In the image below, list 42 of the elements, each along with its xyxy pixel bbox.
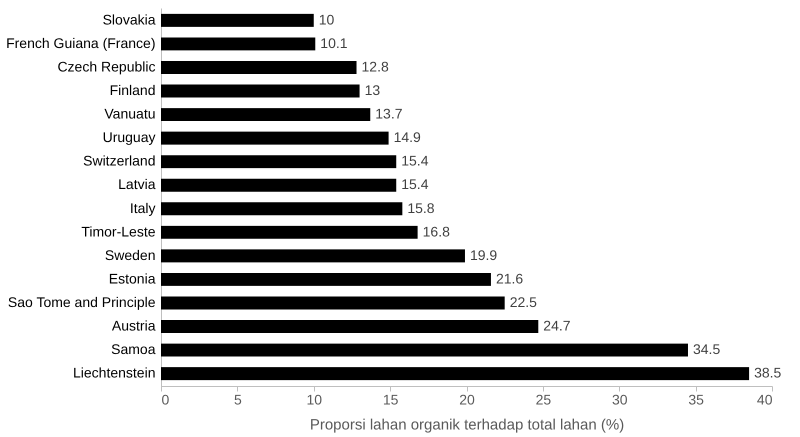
data-label: 38.5 bbox=[754, 364, 782, 381]
y-tick-label: French Guiana (France) bbox=[6, 34, 156, 51]
data-label: 24.7 bbox=[543, 318, 571, 334]
y-tick-label: Estonia bbox=[108, 270, 156, 286]
x-tick-label: 10 bbox=[306, 392, 322, 408]
data-label: 15.8 bbox=[407, 200, 435, 216]
x-axis-title: Proporsi lahan organik terhadap total lahan (%) bbox=[310, 416, 624, 434]
y-tick-label: Slovakia bbox=[102, 11, 156, 28]
y-tick-label: Latvia bbox=[118, 176, 156, 192]
data-label: 12.8 bbox=[362, 58, 389, 74]
data-label: 14.9 bbox=[394, 129, 422, 146]
data-label: 13 bbox=[364, 82, 380, 98]
y-tick-label: Austria bbox=[112, 318, 156, 334]
y-tick-label: Vanuatu bbox=[104, 106, 156, 122]
y-tick-label: Sao Tome and Principle bbox=[8, 294, 156, 310]
data-label: 16.8 bbox=[422, 223, 450, 240]
y-tick-label: Uruguay bbox=[102, 129, 156, 146]
x-tick-label: 0 bbox=[162, 392, 170, 408]
data-label: 13.7 bbox=[375, 106, 403, 122]
y-tick-label: Switzerland bbox=[83, 152, 156, 169]
data-label: 21.6 bbox=[496, 270, 524, 286]
y-tick-label: Timor-Leste bbox=[81, 223, 156, 240]
data-label: 10 bbox=[318, 11, 335, 28]
y-tick-label: Samoa bbox=[111, 341, 156, 358]
y-tick-label: Finland bbox=[110, 82, 156, 98]
data-label: 19.9 bbox=[470, 246, 498, 263]
y-tick-label: Liechtenstein bbox=[72, 364, 156, 381]
y-tick-label: Italy bbox=[130, 200, 156, 216]
data-label: 15.4 bbox=[401, 176, 429, 192]
data-label: 22.5 bbox=[510, 294, 538, 310]
x-tick-label: 5 bbox=[234, 392, 242, 408]
x-tick-label: 15 bbox=[382, 392, 399, 408]
y-tick-label: Czech Republic bbox=[57, 58, 156, 74]
data-label: 15.4 bbox=[401, 152, 429, 169]
x-tick-label: 20 bbox=[459, 392, 475, 408]
x-tick-label: 35 bbox=[688, 392, 704, 408]
x-tick-label: 25 bbox=[536, 392, 552, 408]
y-tick-label: Sweden bbox=[104, 246, 156, 263]
x-tick-label: 30 bbox=[612, 392, 628, 408]
x-tick-label: 40 bbox=[756, 392, 773, 408]
data-label: 10.1 bbox=[320, 34, 348, 51]
data-label: 34.5 bbox=[692, 341, 720, 358]
